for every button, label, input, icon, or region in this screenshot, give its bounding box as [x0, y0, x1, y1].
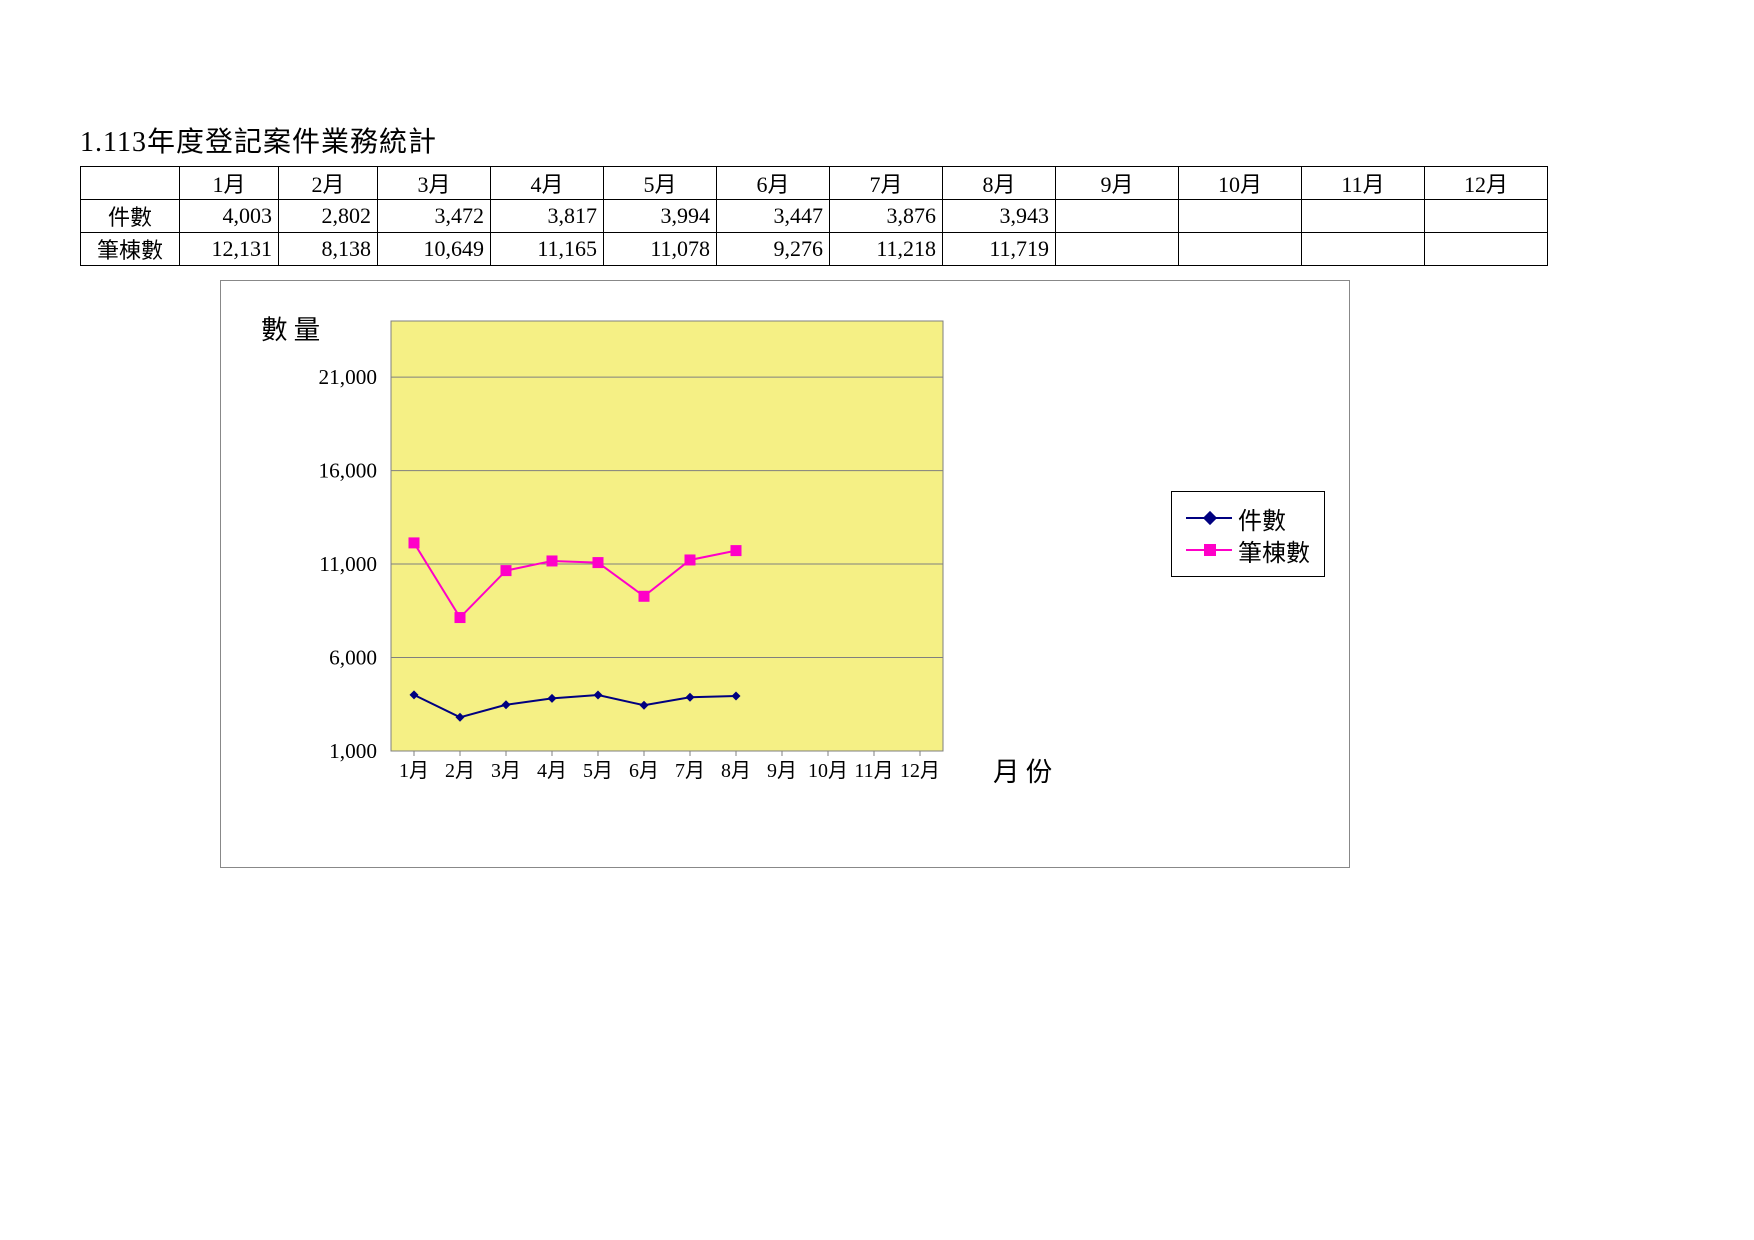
- table-cell: 10,649: [378, 233, 491, 266]
- svg-text:3月: 3月: [491, 760, 521, 782]
- table-col-header: 8月: [943, 167, 1056, 200]
- svg-text:10月: 10月: [808, 760, 848, 782]
- table-cell: [1179, 233, 1302, 266]
- table-col-header: 9月: [1056, 167, 1179, 200]
- table-cell: 3,876: [830, 200, 943, 233]
- svg-text:6月: 6月: [629, 760, 659, 782]
- table-cell: [1179, 200, 1302, 233]
- page-title: 1.113年度登記案件業務統計: [80, 120, 1674, 160]
- table-col-header: 1月: [180, 167, 279, 200]
- svg-text:11,000: 11,000: [319, 552, 377, 576]
- svg-text:8月: 8月: [721, 760, 751, 782]
- data-table: 1月2月3月4月5月6月7月8月9月10月11月12月 件數4,0032,802…: [80, 166, 1548, 266]
- svg-text:4月: 4月: [537, 760, 567, 782]
- svg-text:21,000: 21,000: [319, 365, 377, 389]
- table-cell: 12,131: [180, 233, 279, 266]
- row-label: 件數: [81, 200, 180, 233]
- table-cell: [1302, 233, 1425, 266]
- legend-item: 件數: [1186, 502, 1310, 534]
- legend-item: 筆棟數: [1186, 534, 1310, 566]
- table-cell: 3,472: [378, 200, 491, 233]
- table-col-header: 10月: [1179, 167, 1302, 200]
- table-col-header: 6月: [717, 167, 830, 200]
- table-col-header: 5月: [604, 167, 717, 200]
- table-col-header: 2月: [279, 167, 378, 200]
- table-cell: 4,003: [180, 200, 279, 233]
- table-col-header: 4月: [491, 167, 604, 200]
- table-col-header: 3月: [378, 167, 491, 200]
- table-cell: 9,276: [717, 233, 830, 266]
- chart-container: 1,000 6,000 11,000 16,000 21,000 數量 1月 2月 3月 4月 5月…: [220, 280, 1350, 868]
- svg-text:1,000: 1,000: [329, 739, 377, 763]
- table-cell: 11,719: [943, 233, 1056, 266]
- table-cell: [1056, 200, 1179, 233]
- table-cell: 3,943: [943, 200, 1056, 233]
- table-cell: 3,817: [491, 200, 604, 233]
- table-cell: 8,138: [279, 233, 378, 266]
- table-cell: 3,447: [717, 200, 830, 233]
- svg-text:6,000: 6,000: [329, 646, 377, 670]
- chart-legend: 件數筆棟數: [1171, 491, 1325, 577]
- svg-text:11月: 11月: [854, 760, 893, 782]
- legend-label: 件數: [1238, 501, 1286, 536]
- table-cell: [1056, 233, 1179, 266]
- table-cell: 2,802: [279, 200, 378, 233]
- table-row: 筆棟數12,1318,13810,64911,16511,0789,27611,…: [81, 233, 1548, 266]
- svg-text:月份: 月份: [993, 757, 1058, 787]
- table-row: 件數4,0032,8023,4723,8173,9943,4473,8763,9…: [81, 200, 1548, 233]
- svg-text:數量: 數量: [261, 315, 326, 345]
- svg-text:12月: 12月: [900, 760, 940, 782]
- table-col-header: 7月: [830, 167, 943, 200]
- table-cell: 3,994: [604, 200, 717, 233]
- row-label: 筆棟數: [81, 233, 180, 266]
- svg-text:2月: 2月: [445, 760, 475, 782]
- table-col-header: 11月: [1302, 167, 1425, 200]
- table-cell: 11,218: [830, 233, 943, 266]
- svg-text:9月: 9月: [767, 760, 797, 782]
- svg-text:1月: 1月: [399, 760, 429, 782]
- table-cell: [1425, 200, 1548, 233]
- table-cell: [1425, 233, 1548, 266]
- svg-text:5月: 5月: [583, 760, 613, 782]
- table-cell: [1302, 200, 1425, 233]
- svg-text:16,000: 16,000: [319, 459, 377, 483]
- table-cell: 11,165: [491, 233, 604, 266]
- table-cell: 11,078: [604, 233, 717, 266]
- table-col-header: 12月: [1425, 167, 1548, 200]
- svg-text:7月: 7月: [675, 760, 705, 782]
- legend-label: 筆棟數: [1238, 533, 1310, 568]
